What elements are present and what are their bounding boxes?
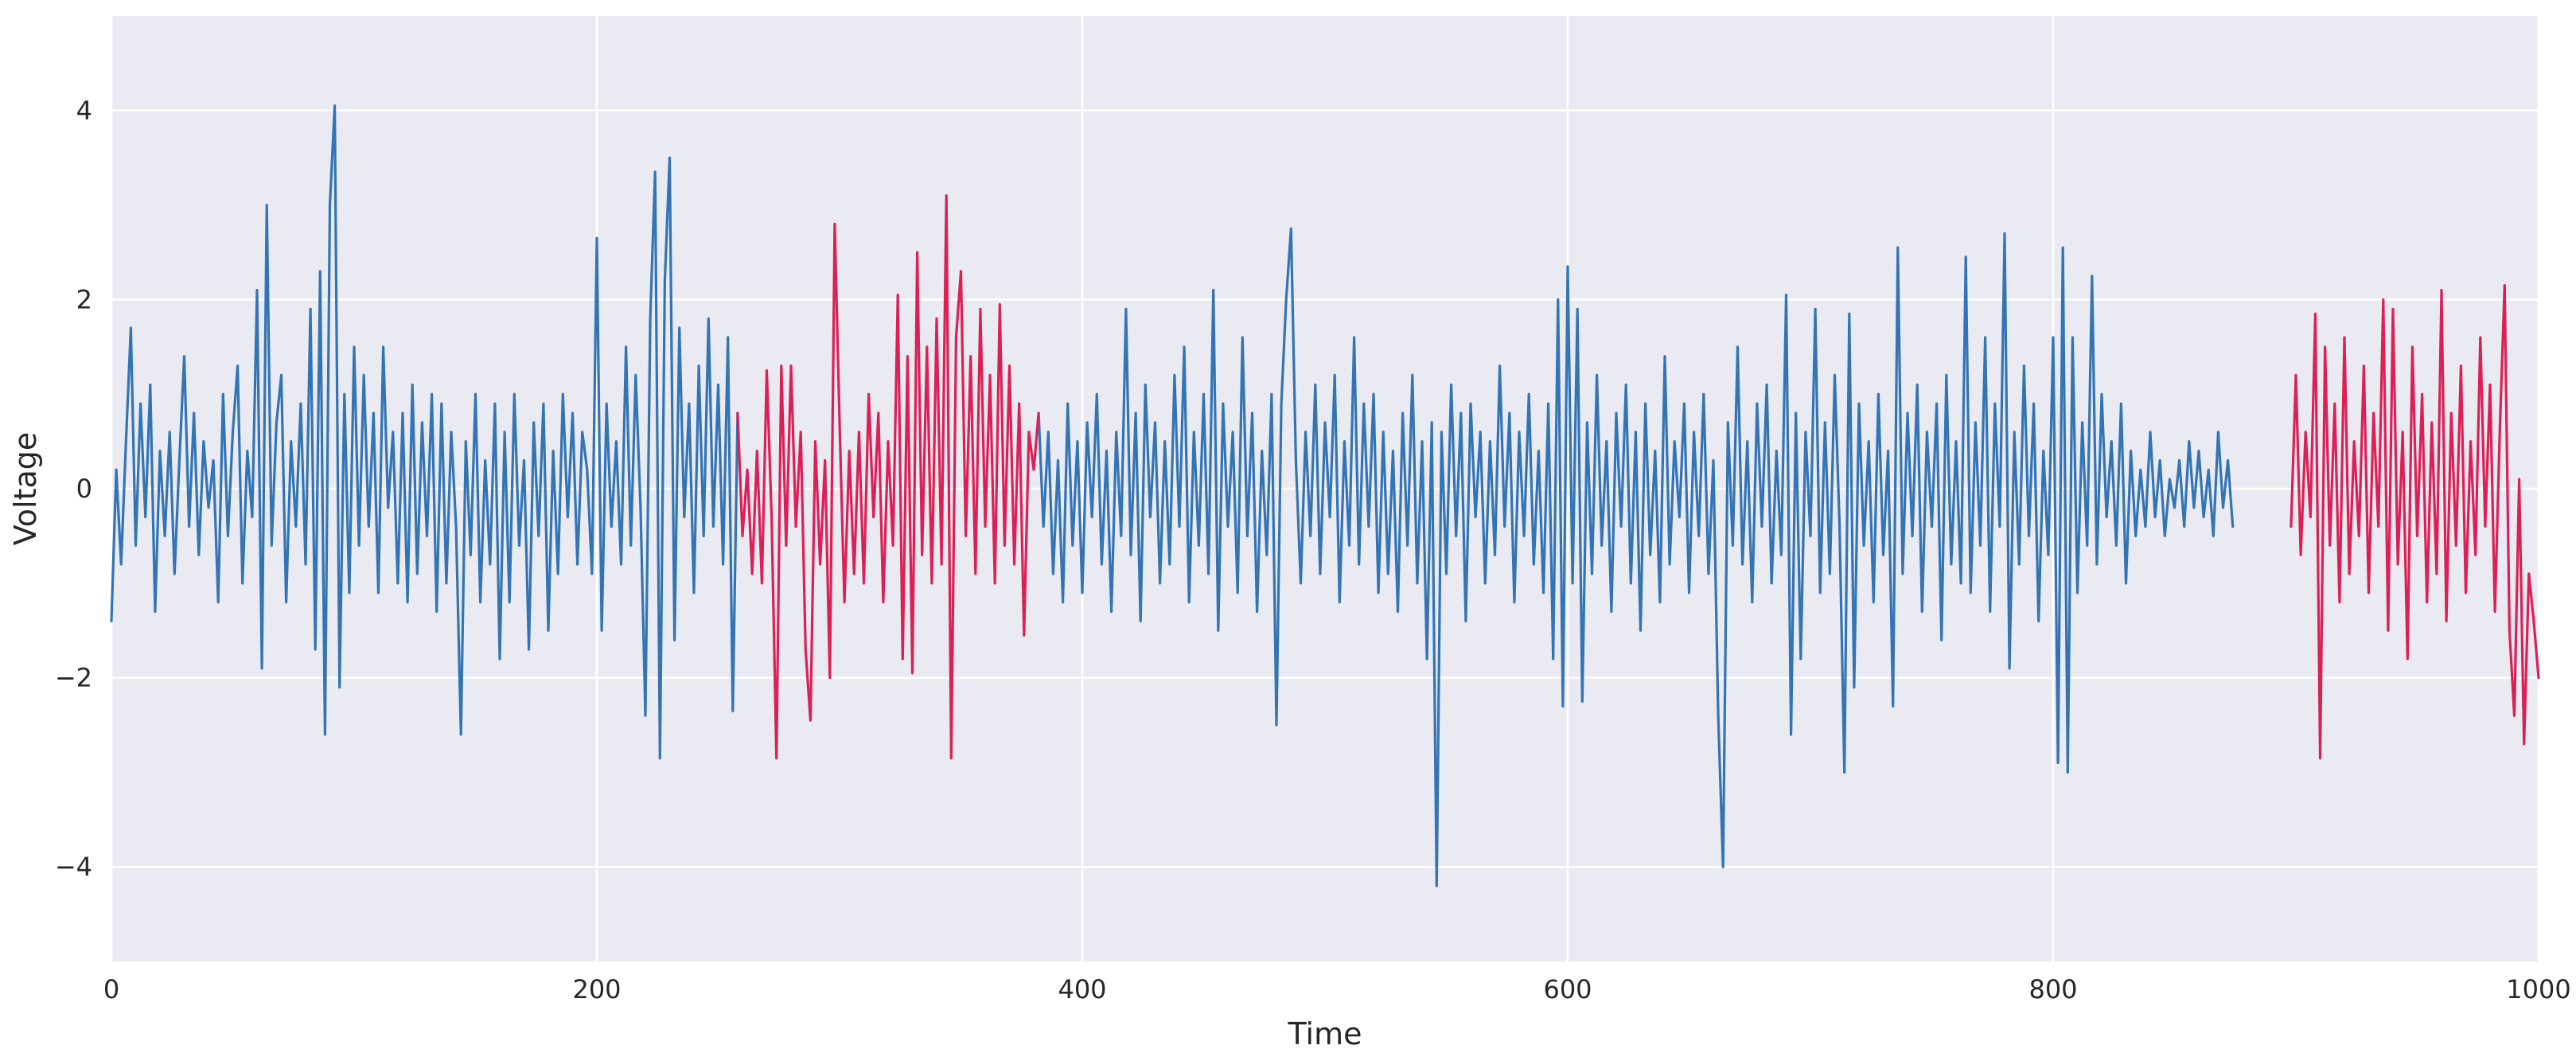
x-tick-label: 0 bbox=[103, 974, 119, 1004]
x-tick-label: 200 bbox=[572, 974, 621, 1004]
y-tick-label: −2 bbox=[55, 663, 92, 693]
x-tick-label: 800 bbox=[2028, 974, 2077, 1004]
y-tick-label: 4 bbox=[76, 96, 92, 126]
series-layer bbox=[110, 104, 2540, 887]
x-tick-label: 1000 bbox=[2506, 974, 2570, 1004]
y-tick-label: 0 bbox=[76, 474, 92, 504]
grid-lines bbox=[110, 16, 2540, 962]
series-0-line-segment-0 bbox=[110, 104, 739, 760]
x-axis-label: Time bbox=[1288, 1016, 1362, 1051]
series-1-line-segment-0 bbox=[736, 194, 1040, 760]
x-tick-labels: 0 200 400 600 800 1000 bbox=[103, 974, 2571, 1004]
series-1-line-segment-1 bbox=[2290, 284, 2540, 760]
y-tick-label: 2 bbox=[76, 284, 92, 314]
x-tick-label: 600 bbox=[1543, 974, 1592, 1004]
x-tick-label: 400 bbox=[1058, 974, 1106, 1004]
y-axis-label: Voltage bbox=[8, 432, 43, 546]
y-tick-label: −4 bbox=[55, 852, 92, 882]
series-0-line-segment-1 bbox=[1037, 227, 2235, 887]
y-tick-labels: −4 −2 0 2 4 bbox=[55, 96, 92, 882]
